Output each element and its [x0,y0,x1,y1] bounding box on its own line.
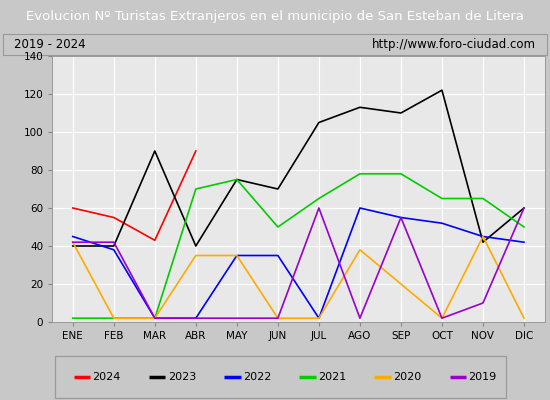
Text: 2019: 2019 [469,372,497,382]
Text: 2021: 2021 [318,372,346,382]
Text: http://www.foro-ciudad.com: http://www.foro-ciudad.com [372,38,536,51]
Text: 2023: 2023 [168,372,196,382]
Text: 2022: 2022 [243,372,271,382]
Text: 2020: 2020 [393,372,421,382]
Text: 2024: 2024 [92,372,121,382]
Text: Evolucion Nº Turistas Extranjeros en el municipio de San Esteban de Litera: Evolucion Nº Turistas Extranjeros en el … [26,10,524,23]
Text: 2019 - 2024: 2019 - 2024 [14,38,85,51]
